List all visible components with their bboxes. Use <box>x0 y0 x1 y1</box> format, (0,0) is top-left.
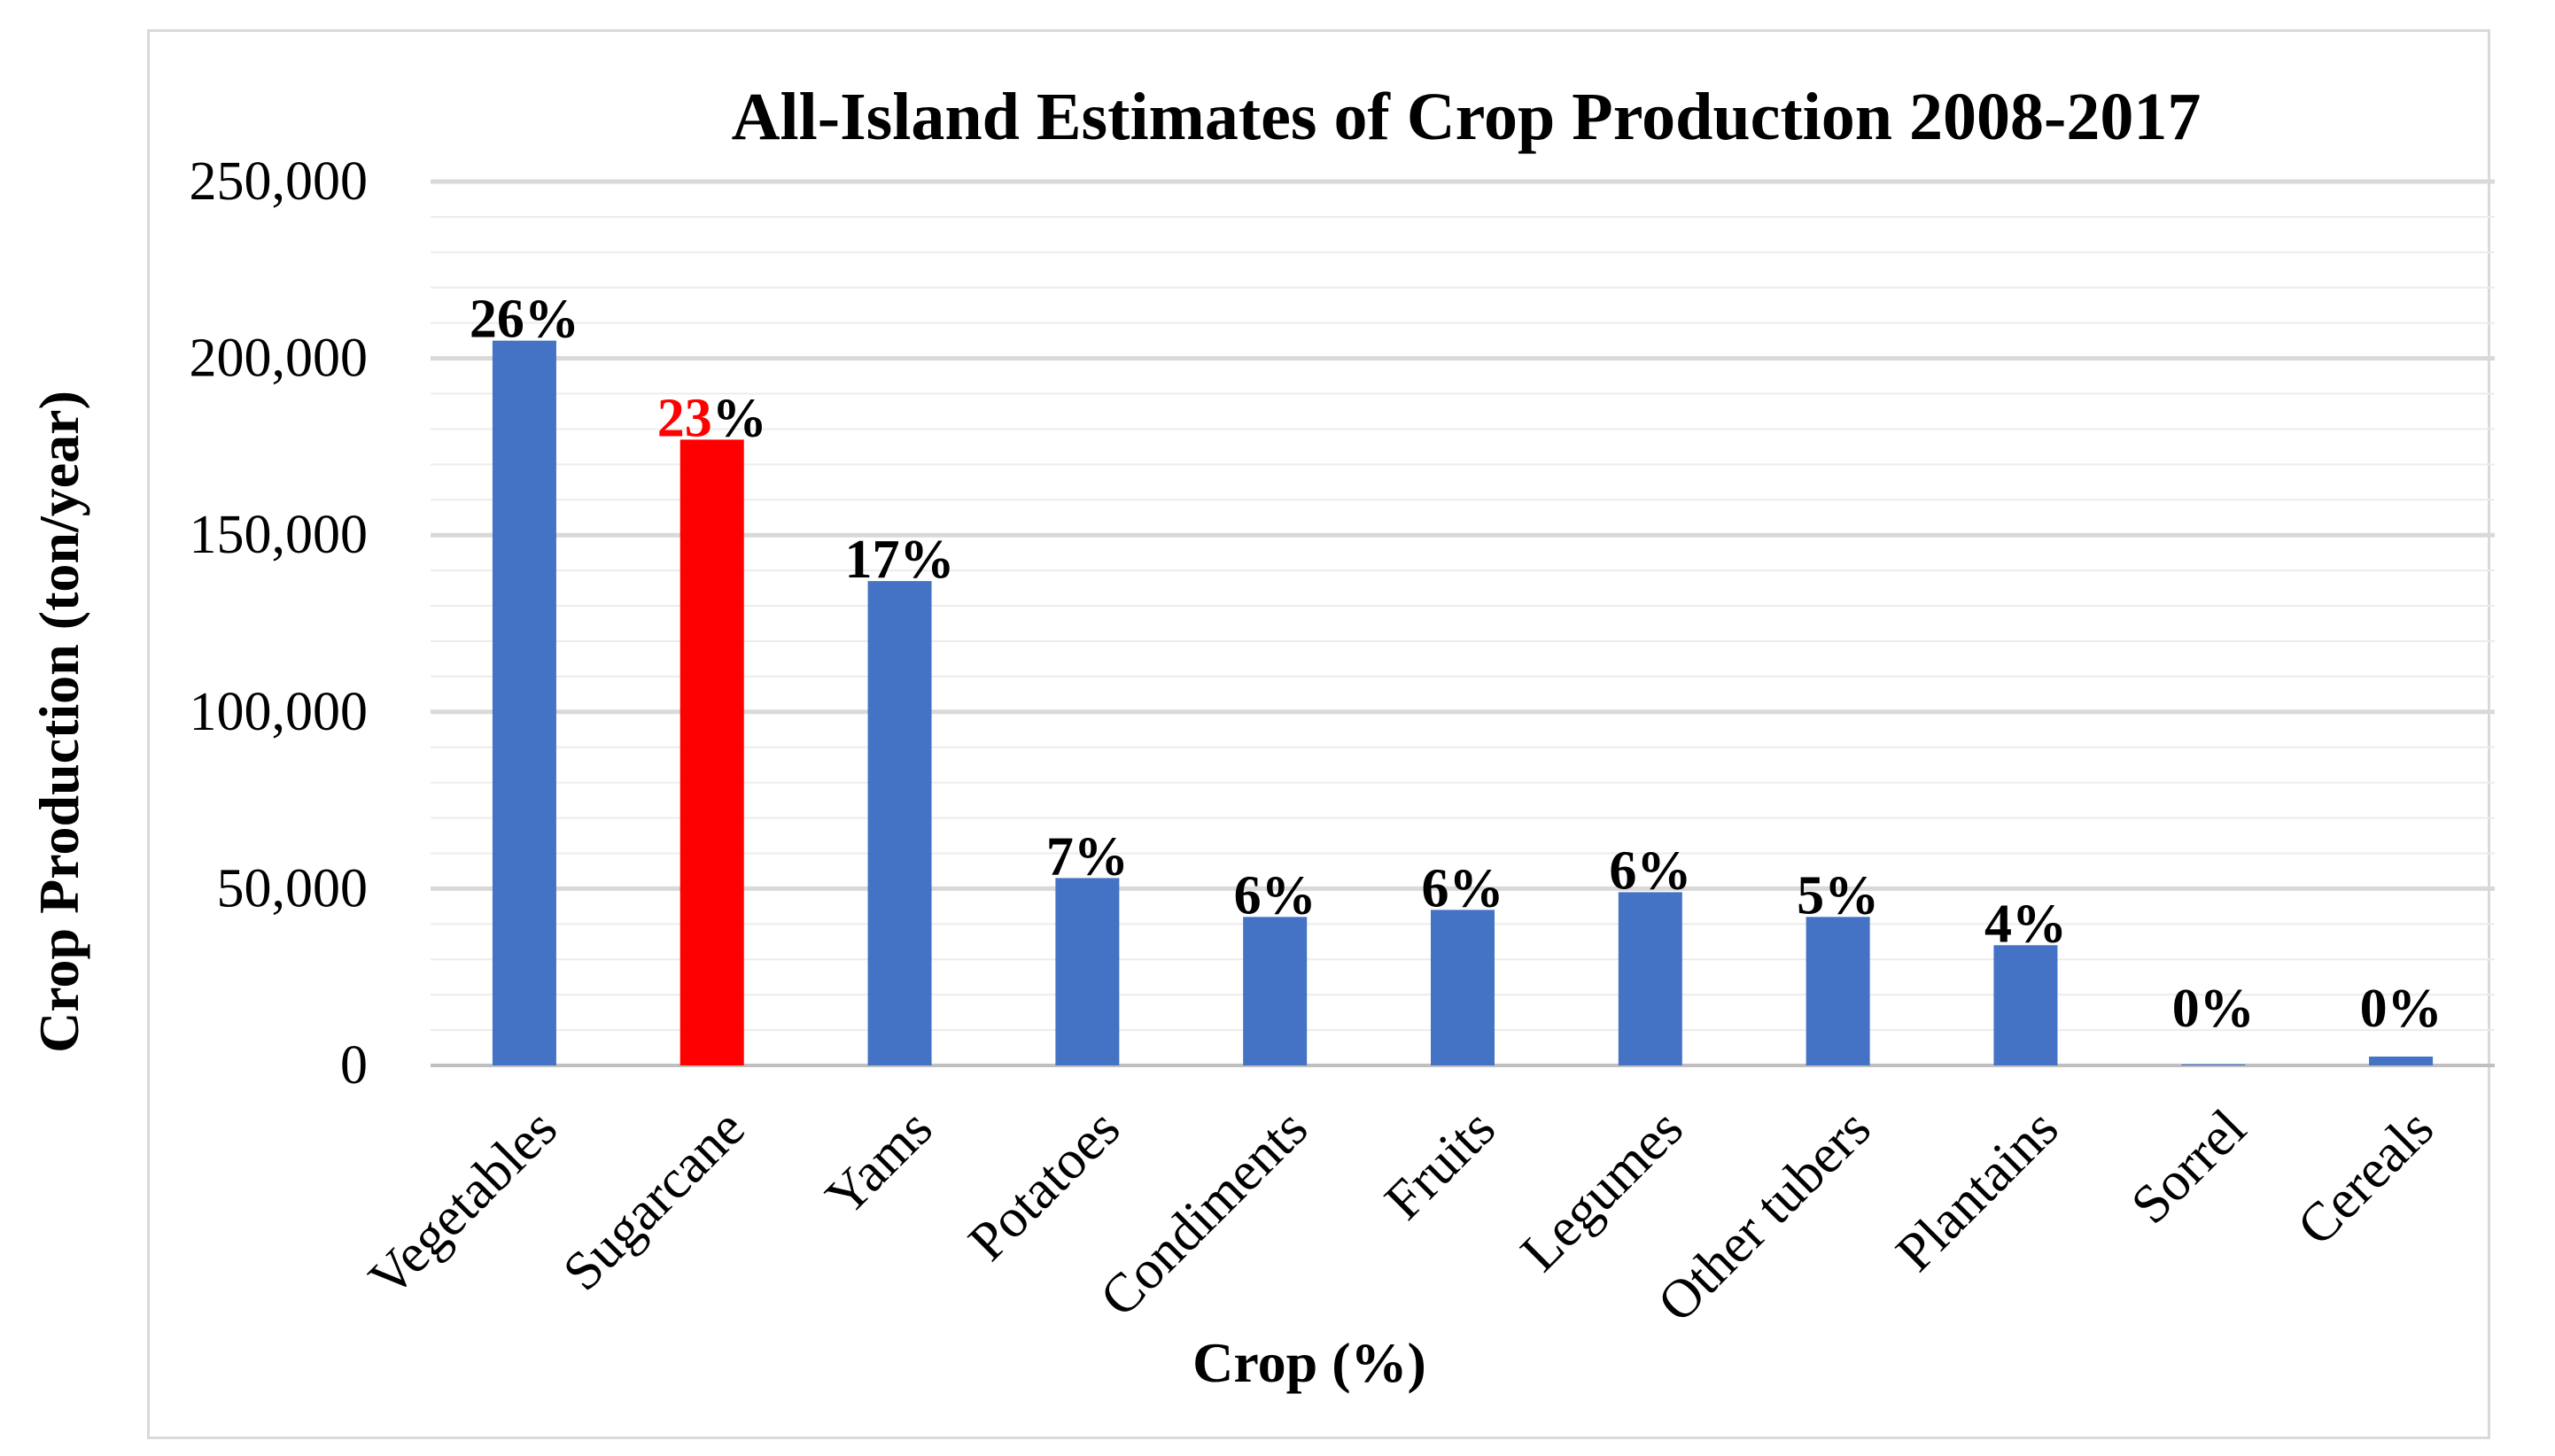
bar-potatoes <box>1055 878 1120 1065</box>
y-tick-labels: 0 50,000 100,000 150,000 200,000 250,000 <box>190 151 369 1096</box>
data-label: 6% <box>1234 865 1316 925</box>
y-tick-label: 50,000 <box>217 858 369 918</box>
y-tick-label: 100,000 <box>190 682 369 742</box>
data-labels: 26% 23% 17% 7% 6% 6% 6% 5% 4% 0% 0% <box>470 290 2442 1039</box>
data-label: 23% <box>657 388 767 448</box>
bar-cereals <box>2369 1057 2434 1065</box>
y-tick-label: 150,000 <box>190 505 369 565</box>
data-label: 5% <box>1797 865 1879 925</box>
x-tick-label: Sorrel <box>2120 1098 2257 1235</box>
bar-vegetables <box>492 340 556 1065</box>
x-tick-label: Fruits <box>1373 1098 1506 1231</box>
x-tick-label: Legumes <box>1510 1098 1695 1283</box>
data-label: 0% <box>2360 979 2442 1039</box>
data-label: 7% <box>1046 826 1129 887</box>
x-axis-title: Crop (%) <box>1192 1331 1426 1394</box>
y-tick-label: 0 <box>340 1035 368 1096</box>
data-label: 17% <box>845 530 955 590</box>
data-label: 6% <box>1609 840 1691 901</box>
data-label: 0% <box>2172 979 2255 1039</box>
bar-other-tubers <box>1806 917 1870 1065</box>
bar-condiments <box>1243 917 1308 1065</box>
data-label: 26% <box>470 290 579 350</box>
bar-plantains <box>1993 945 2058 1065</box>
y-tick-label: 250,000 <box>190 151 369 212</box>
bar-fruits <box>1431 910 1495 1065</box>
y-axis-title: Crop Production (ton/year) <box>27 391 90 1053</box>
chart-title: All-Island Estimates of Crop Production … <box>732 80 2202 154</box>
x-tick-label: Cereals <box>2286 1098 2445 1258</box>
bar-yams <box>867 581 932 1065</box>
x-tick-label: Vegetables <box>358 1098 569 1309</box>
x-tick-label: Plantains <box>1885 1098 2070 1283</box>
minor-grid <box>431 215 2495 1032</box>
bar-sugarcane <box>680 439 744 1065</box>
x-tick-label: Potatoes <box>958 1098 1132 1273</box>
x-tick-label: Sugarcane <box>552 1098 757 1303</box>
x-tick-label: Yams <box>814 1098 944 1228</box>
bar-legumes <box>1618 892 1682 1065</box>
y-tick-label: 200,000 <box>190 329 369 389</box>
data-label: 4% <box>1984 894 2067 954</box>
bars <box>492 340 2434 1065</box>
data-label: 6% <box>1422 858 1504 918</box>
